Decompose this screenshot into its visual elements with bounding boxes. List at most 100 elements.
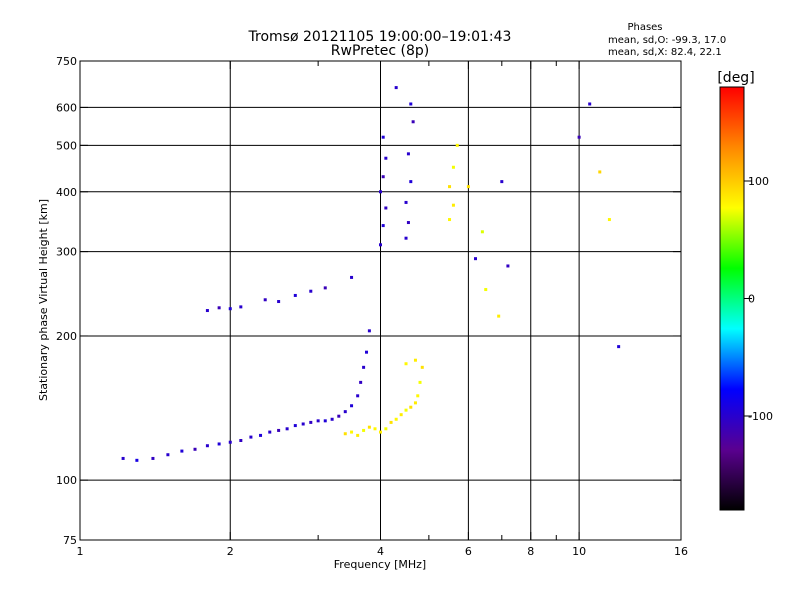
data-point: [350, 275, 354, 279]
data-point: [448, 185, 452, 189]
x-tick-label: 4: [377, 545, 384, 558]
data-point: [577, 135, 581, 139]
data-points: [121, 86, 621, 462]
y-tick-label: 100: [56, 474, 77, 487]
data-point: [249, 435, 253, 439]
data-point: [359, 380, 363, 384]
data-point: [367, 329, 371, 333]
data-point: [350, 404, 354, 408]
data-point: [497, 314, 501, 318]
data-point: [473, 257, 477, 261]
y-tick-label: 200: [56, 330, 77, 343]
data-point: [448, 218, 452, 222]
tick-layer: 1 2 4 6 8 10 16 75 100 200 300 400 500 600 750: [56, 55, 688, 558]
data-point: [217, 442, 221, 446]
data-point: [259, 433, 263, 437]
data-point: [362, 365, 366, 369]
colorbar-tick-label: -100: [748, 410, 773, 423]
data-point: [166, 453, 170, 457]
data-point: [309, 420, 313, 424]
data-point: [384, 206, 388, 210]
data-point: [239, 439, 243, 443]
data-point: [617, 345, 621, 349]
chart-subtitle: RwPretec (8p): [331, 43, 429, 59]
data-point: [416, 394, 420, 398]
phases-heading: Phases: [627, 22, 662, 33]
data-point: [409, 405, 413, 409]
x-tick-label: 16: [674, 545, 688, 558]
data-point: [394, 86, 398, 90]
data-point: [379, 190, 382, 194]
data-point: [121, 456, 125, 460]
data-point: [337, 414, 341, 418]
data-point: [205, 444, 209, 448]
data-point: [409, 180, 413, 184]
data-point: [598, 170, 602, 174]
data-point: [389, 420, 393, 424]
data-point: [588, 102, 592, 106]
x-tick-label: 1: [77, 545, 84, 558]
data-point: [451, 203, 455, 207]
data-point: [406, 221, 410, 225]
chart-title: Tromsø 20121105 19:00:00–19:01:43: [248, 29, 512, 45]
data-point: [330, 417, 334, 421]
data-point: [480, 230, 484, 234]
y-tick-label: 750: [56, 55, 77, 68]
grid-layer: [80, 61, 681, 540]
data-point: [180, 449, 184, 453]
y-tick-label: 400: [56, 186, 77, 199]
data-point: [451, 165, 455, 169]
data-point: [350, 430, 354, 434]
data-point: [268, 430, 272, 434]
x-axis-label: Frequency [MHz]: [334, 558, 426, 571]
data-point: [381, 224, 385, 228]
data-point: [379, 243, 382, 247]
data-point: [406, 152, 410, 156]
data-point: [466, 185, 470, 189]
data-point: [411, 120, 415, 124]
data-point: [205, 309, 209, 313]
data-point: [228, 440, 232, 444]
data-point: [135, 458, 139, 462]
data-point: [404, 362, 408, 366]
x-tick-label: 10: [572, 545, 586, 558]
x-tick-label: 2: [227, 545, 234, 558]
data-point: [239, 305, 243, 309]
data-point: [379, 430, 382, 434]
colorbar-tick-label: 0: [748, 293, 755, 306]
data-point: [418, 380, 422, 384]
data-point: [362, 428, 366, 432]
data-point: [293, 293, 297, 297]
data-point: [373, 427, 377, 431]
data-point: [404, 200, 408, 204]
data-point: [500, 180, 504, 184]
data-point: [356, 394, 360, 398]
data-point: [367, 425, 371, 429]
data-point: [455, 143, 459, 147]
data-point: [394, 417, 398, 421]
data-point: [420, 365, 424, 369]
data-point: [316, 419, 320, 423]
x-tick-label: 8: [527, 545, 534, 558]
data-point: [409, 102, 413, 106]
data-point: [607, 218, 611, 222]
colorbar-ticks: 100 0 -100: [744, 175, 773, 423]
y-axis-label: Stationary phase Virtual Height [km]: [37, 199, 50, 401]
y-tick-label: 300: [56, 246, 77, 259]
phases-stats-x: mean, sd,X: 82.4, 22.1: [608, 47, 722, 58]
data-point: [323, 286, 327, 290]
y-tick-label: 500: [56, 139, 77, 152]
data-point: [384, 427, 388, 431]
data-point: [381, 175, 385, 179]
data-point: [384, 156, 388, 160]
colorbar-label: [deg]: [717, 70, 754, 86]
data-point: [277, 428, 281, 432]
data-point: [343, 410, 347, 414]
data-point: [404, 236, 408, 240]
data-point: [413, 358, 417, 362]
y-tick-label: 600: [56, 101, 77, 114]
data-point: [381, 135, 385, 139]
data-point: [399, 413, 403, 417]
data-point: [263, 298, 267, 302]
